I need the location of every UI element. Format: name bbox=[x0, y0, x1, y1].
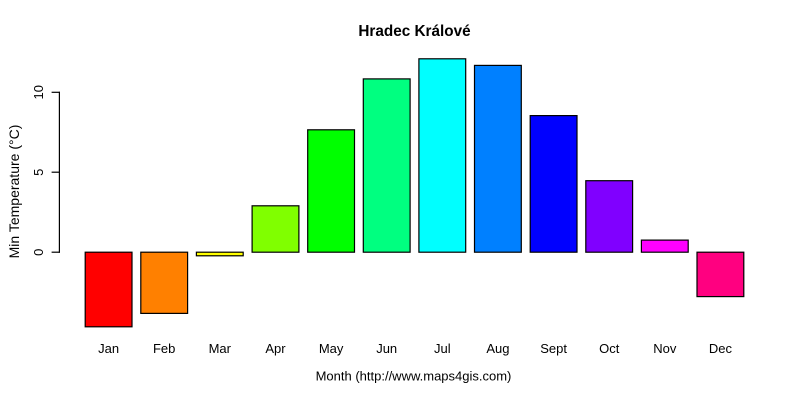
svg-text:Dec: Dec bbox=[709, 341, 733, 356]
svg-text:May: May bbox=[319, 341, 344, 356]
svg-text:Mar: Mar bbox=[209, 341, 232, 356]
svg-text:Min Temperature (°C): Min Temperature (°C) bbox=[6, 125, 22, 259]
svg-text:Aug: Aug bbox=[486, 341, 509, 356]
svg-text:0: 0 bbox=[31, 249, 46, 256]
svg-text:Jun: Jun bbox=[376, 341, 397, 356]
svg-text:Month (http://www.maps4gis.com: Month (http://www.maps4gis.com) bbox=[316, 369, 512, 384]
svg-text:Feb: Feb bbox=[153, 341, 175, 356]
svg-text:Apr: Apr bbox=[265, 341, 286, 356]
svg-text:Jul: Jul bbox=[434, 341, 451, 356]
svg-text:10: 10 bbox=[31, 85, 46, 99]
svg-text:Oct: Oct bbox=[599, 341, 620, 356]
svg-text:Jan: Jan bbox=[98, 341, 119, 356]
svg-text:5: 5 bbox=[31, 169, 46, 176]
svg-text:Nov: Nov bbox=[653, 341, 677, 356]
svg-text:Sept: Sept bbox=[540, 341, 567, 356]
svg-text:Hradec Králové: Hradec Králové bbox=[358, 23, 470, 40]
